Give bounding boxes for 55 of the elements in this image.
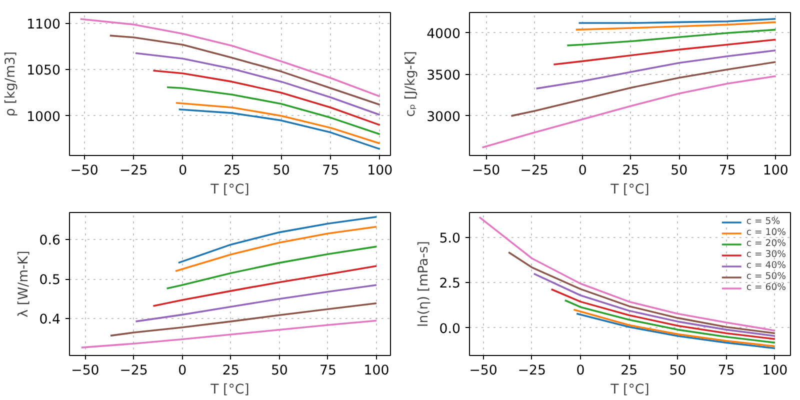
x-tick-label: 0 [178,164,188,178]
x-tick-label: −25 [518,364,546,378]
y-axis-title: ρ [kg/m3] [4,51,19,117]
x-tick-label: 25 [224,164,241,178]
x-tick-label: −50 [71,364,100,378]
x-tick-label: −50 [70,164,98,178]
y-tick-label: 5.0 [439,232,461,247]
x-tick-label: −50 [472,164,500,178]
x-tick-label: 25 [622,164,640,178]
x-tick-label: 75 [319,364,336,378]
legend-label: c = 50% [746,271,786,282]
x-axis-title: T [°C] [610,182,650,198]
x-tick-label: −25 [520,164,548,178]
x-tick-label: 50 [669,364,686,378]
y-axis-title: ln(η) [mPa-s] [416,241,432,327]
x-tick-label: 75 [718,164,736,178]
y-tick-label: 1050 [26,64,61,79]
y-tick-label: 3500 [426,68,461,84]
legend-label: c = 30% [746,249,786,260]
y-tick-label: 2.5 [439,276,461,292]
x-axis-title: T [°C] [610,382,650,398]
x-tick-label: 50 [270,364,288,378]
x-tick-label: 100 [367,164,393,178]
x-tick-label: 100 [364,364,390,378]
x-tick-label: 100 [762,164,788,178]
y-tick-label: 1100 [26,18,61,33]
legend-label: c = 40% [746,260,786,271]
legend-label: c = 5% [746,216,780,227]
y-tick-label: 0.0 [439,322,461,337]
x-tick-label: 0 [578,164,587,178]
y-tick-label: 0.4 [39,312,61,328]
y-axis-title: λ [W/m-K] [16,250,32,318]
x-tick-label: 100 [762,364,788,378]
x-tick-label: −25 [119,164,148,178]
y-tick-label: 4000 [426,26,461,42]
legend-label: c = 60% [746,282,786,293]
x-tick-label: 0 [178,364,187,378]
x-tick-label: −25 [120,364,148,378]
x-tick-label: 50 [272,164,290,178]
x-tick-label: 0 [576,364,585,378]
x-tick-label: 75 [322,164,340,178]
x-tick-label: −50 [469,364,498,378]
x-axis-title: T [°C] [210,182,250,198]
legend-label: c = 10% [746,227,786,238]
legend-label: c = 20% [746,238,786,249]
y-axis-title: cₚ [J/kg-K] [404,51,419,117]
x-tick-label: 50 [670,164,688,178]
y-tick-label: 0.6 [39,233,61,248]
y-tick-label: 3000 [426,110,461,125]
y-tick-label: 1000 [26,110,61,125]
x-tick-label: 25 [222,364,240,378]
x-axis-title: T [°C] [210,382,250,398]
x-tick-label: 25 [620,364,638,378]
y-tick-label: 0.5 [39,273,61,288]
x-tick-label: 75 [718,364,735,378]
